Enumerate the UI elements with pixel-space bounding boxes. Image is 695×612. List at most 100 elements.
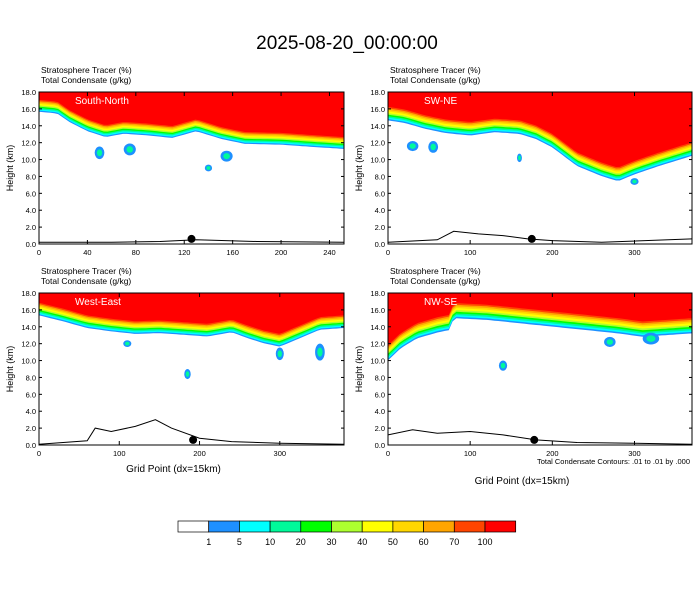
x-tick-label: 0 (386, 248, 390, 257)
y-axis-label: Height (km) (5, 145, 15, 192)
panel-label: NW-SE (424, 297, 457, 308)
figure-title: 2025-08-20_00:00:00 (256, 33, 438, 54)
y-tick-label: 0.0 (26, 240, 36, 249)
variable-line-1: Stratosphere Tracer (%) (41, 266, 132, 276)
colorbar-label: 10 (265, 537, 275, 547)
y-tick-label: 16.0 (370, 306, 385, 315)
location-marker (187, 234, 196, 243)
y-tick-label: 16.0 (21, 105, 36, 114)
tracer-band-1 (39, 92, 344, 138)
tracer-band-1 (39, 293, 344, 334)
colorbar-swatch-10 (453, 520, 486, 533)
x-tick-label: 80 (132, 248, 140, 257)
tracer-blob-core-2 (606, 339, 614, 345)
colorbar-swatch-1 (177, 520, 210, 533)
colorbar-label: 70 (449, 537, 459, 547)
y-tick-label: 8.0 (26, 373, 36, 382)
colorbar-swatch-5 (300, 520, 332, 533)
colorbar-label: 60 (419, 537, 429, 547)
x-tick-label: 300 (274, 449, 287, 458)
y-tick-label: 18.0 (21, 289, 36, 298)
tracer-blob-core-3 (646, 335, 656, 342)
variable-line-1: Stratosphere Tracer (%) (390, 65, 481, 75)
y-axis-label: Height (km) (5, 346, 15, 393)
y-tick-label: 18.0 (370, 88, 385, 97)
plot-area (388, 293, 692, 445)
variable-line-1: Stratosphere Tracer (%) (41, 65, 132, 75)
plot-area (39, 293, 344, 445)
y-tick-label: 0.0 (375, 441, 385, 450)
tracer-blob-core-3 (277, 350, 282, 358)
y-tick-label: 18.0 (370, 289, 385, 298)
colorbar-swatch-3 (239, 520, 271, 533)
y-tick-label: 16.0 (21, 306, 36, 315)
colorbar-label: 100 (477, 537, 492, 547)
colorbar-swatch-8 (392, 520, 424, 533)
y-tick-label: 8.0 (375, 373, 385, 382)
terrain-line (39, 419, 344, 445)
terrain-line (388, 230, 692, 243)
x-tick-label: 200 (546, 449, 559, 458)
y-tick-label: 10.0 (21, 156, 36, 165)
terrain-line (388, 429, 692, 445)
colorbar-swatch-2 (208, 520, 240, 533)
y-tick-label: 4.0 (375, 407, 385, 416)
colorbar: 1 5 10 20 30 40 50 60 70 100 (177, 520, 517, 547)
colorbar-swatch-6 (331, 520, 363, 533)
plot-frame (387, 91, 693, 245)
y-tick-label: 16.0 (370, 105, 385, 114)
y-tick-label: 6.0 (26, 390, 36, 399)
y-tick-label: 6.0 (375, 390, 385, 399)
y-tick-label: 2.0 (375, 223, 385, 232)
y-tick-label: 2.0 (26, 424, 36, 433)
y-tick-label: 12.0 (21, 139, 36, 148)
x-axis-label: Grid Point (dx=15km) (475, 476, 570, 487)
x-tick-label: 240 (323, 248, 336, 257)
y-axis-label: Height (km) (354, 346, 364, 393)
y-tick-label: 8.0 (26, 172, 36, 181)
y-tick-label: 6.0 (26, 189, 36, 198)
y-tick-label: 4.0 (375, 206, 385, 215)
tracer-blob-core-2 (185, 371, 190, 377)
y-tick-label: 12.0 (370, 340, 385, 349)
tracer-band-1 (388, 293, 692, 346)
variable-line-2: Total Condensate (g/kg) (390, 276, 480, 286)
tracer-blob-core-1 (96, 149, 103, 157)
y-tick-label: 0.0 (375, 240, 385, 249)
plot-frame (387, 292, 693, 446)
x-tick-label: 100 (464, 449, 477, 458)
y-tick-label: 10.0 (370, 156, 385, 165)
colorbar-label: 5 (237, 537, 242, 547)
y-tick-label: 10.0 (21, 357, 36, 366)
x-tick-label: 0 (37, 449, 41, 458)
x-tick-label: 200 (193, 449, 206, 458)
plot-area (39, 92, 344, 243)
y-tick-label: 14.0 (21, 323, 36, 332)
x-tick-label: 100 (464, 248, 477, 257)
colorbar-label: 20 (296, 537, 306, 547)
x-tick-label: 300 (628, 248, 641, 257)
x-tick-label: 120 (178, 248, 191, 257)
panels: 0.0 2.0 4.0 6.0 8.0 10.0 12.0 14.0 16.0 18.0 0 40 80… (5, 65, 693, 487)
tracer-blob-core-2 (126, 146, 134, 153)
y-tick-label: 6.0 (375, 189, 385, 198)
x-tick-label: 160 (226, 248, 239, 257)
tracer-blob-core-3 (518, 155, 521, 161)
y-axis-label: Height (km) (354, 145, 364, 192)
colorbar-swatch-4 (269, 520, 302, 533)
tracer-blob-core-1 (125, 341, 130, 346)
panel-3: 0.0 2.0 4.0 6.0 8.0 10.0 12.0 14.0 16.0 18.0 0 100 2… (5, 266, 345, 475)
x-tick-label: 300 (628, 449, 641, 458)
y-tick-label: 10.0 (370, 357, 385, 366)
y-tick-label: 2.0 (26, 223, 36, 232)
variable-line-2: Total Condensate (g/kg) (390, 75, 480, 85)
tracer-band-1 (388, 92, 692, 167)
x-tick-label: 100 (113, 449, 126, 458)
y-tick-label: 12.0 (21, 340, 36, 349)
terrain-line (39, 239, 344, 243)
panel-label: West-East (75, 297, 121, 308)
variable-line-2: Total Condensate (g/kg) (41, 276, 131, 286)
footer-note: Total Condensate Contours: .01 to .01 by… (537, 457, 690, 466)
panel-label: SW-NE (424, 96, 457, 107)
